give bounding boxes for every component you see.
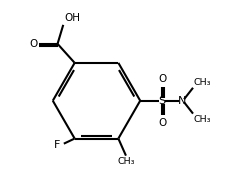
Text: S: S [158,96,166,106]
Text: OH: OH [64,13,80,23]
Text: O: O [29,39,38,49]
Text: O: O [159,74,167,84]
Text: N: N [178,96,186,106]
Text: O: O [159,118,167,128]
Text: F: F [54,140,60,150]
Text: CH₃: CH₃ [194,78,211,87]
Text: CH₃: CH₃ [118,157,135,166]
Text: CH₃: CH₃ [194,115,211,124]
